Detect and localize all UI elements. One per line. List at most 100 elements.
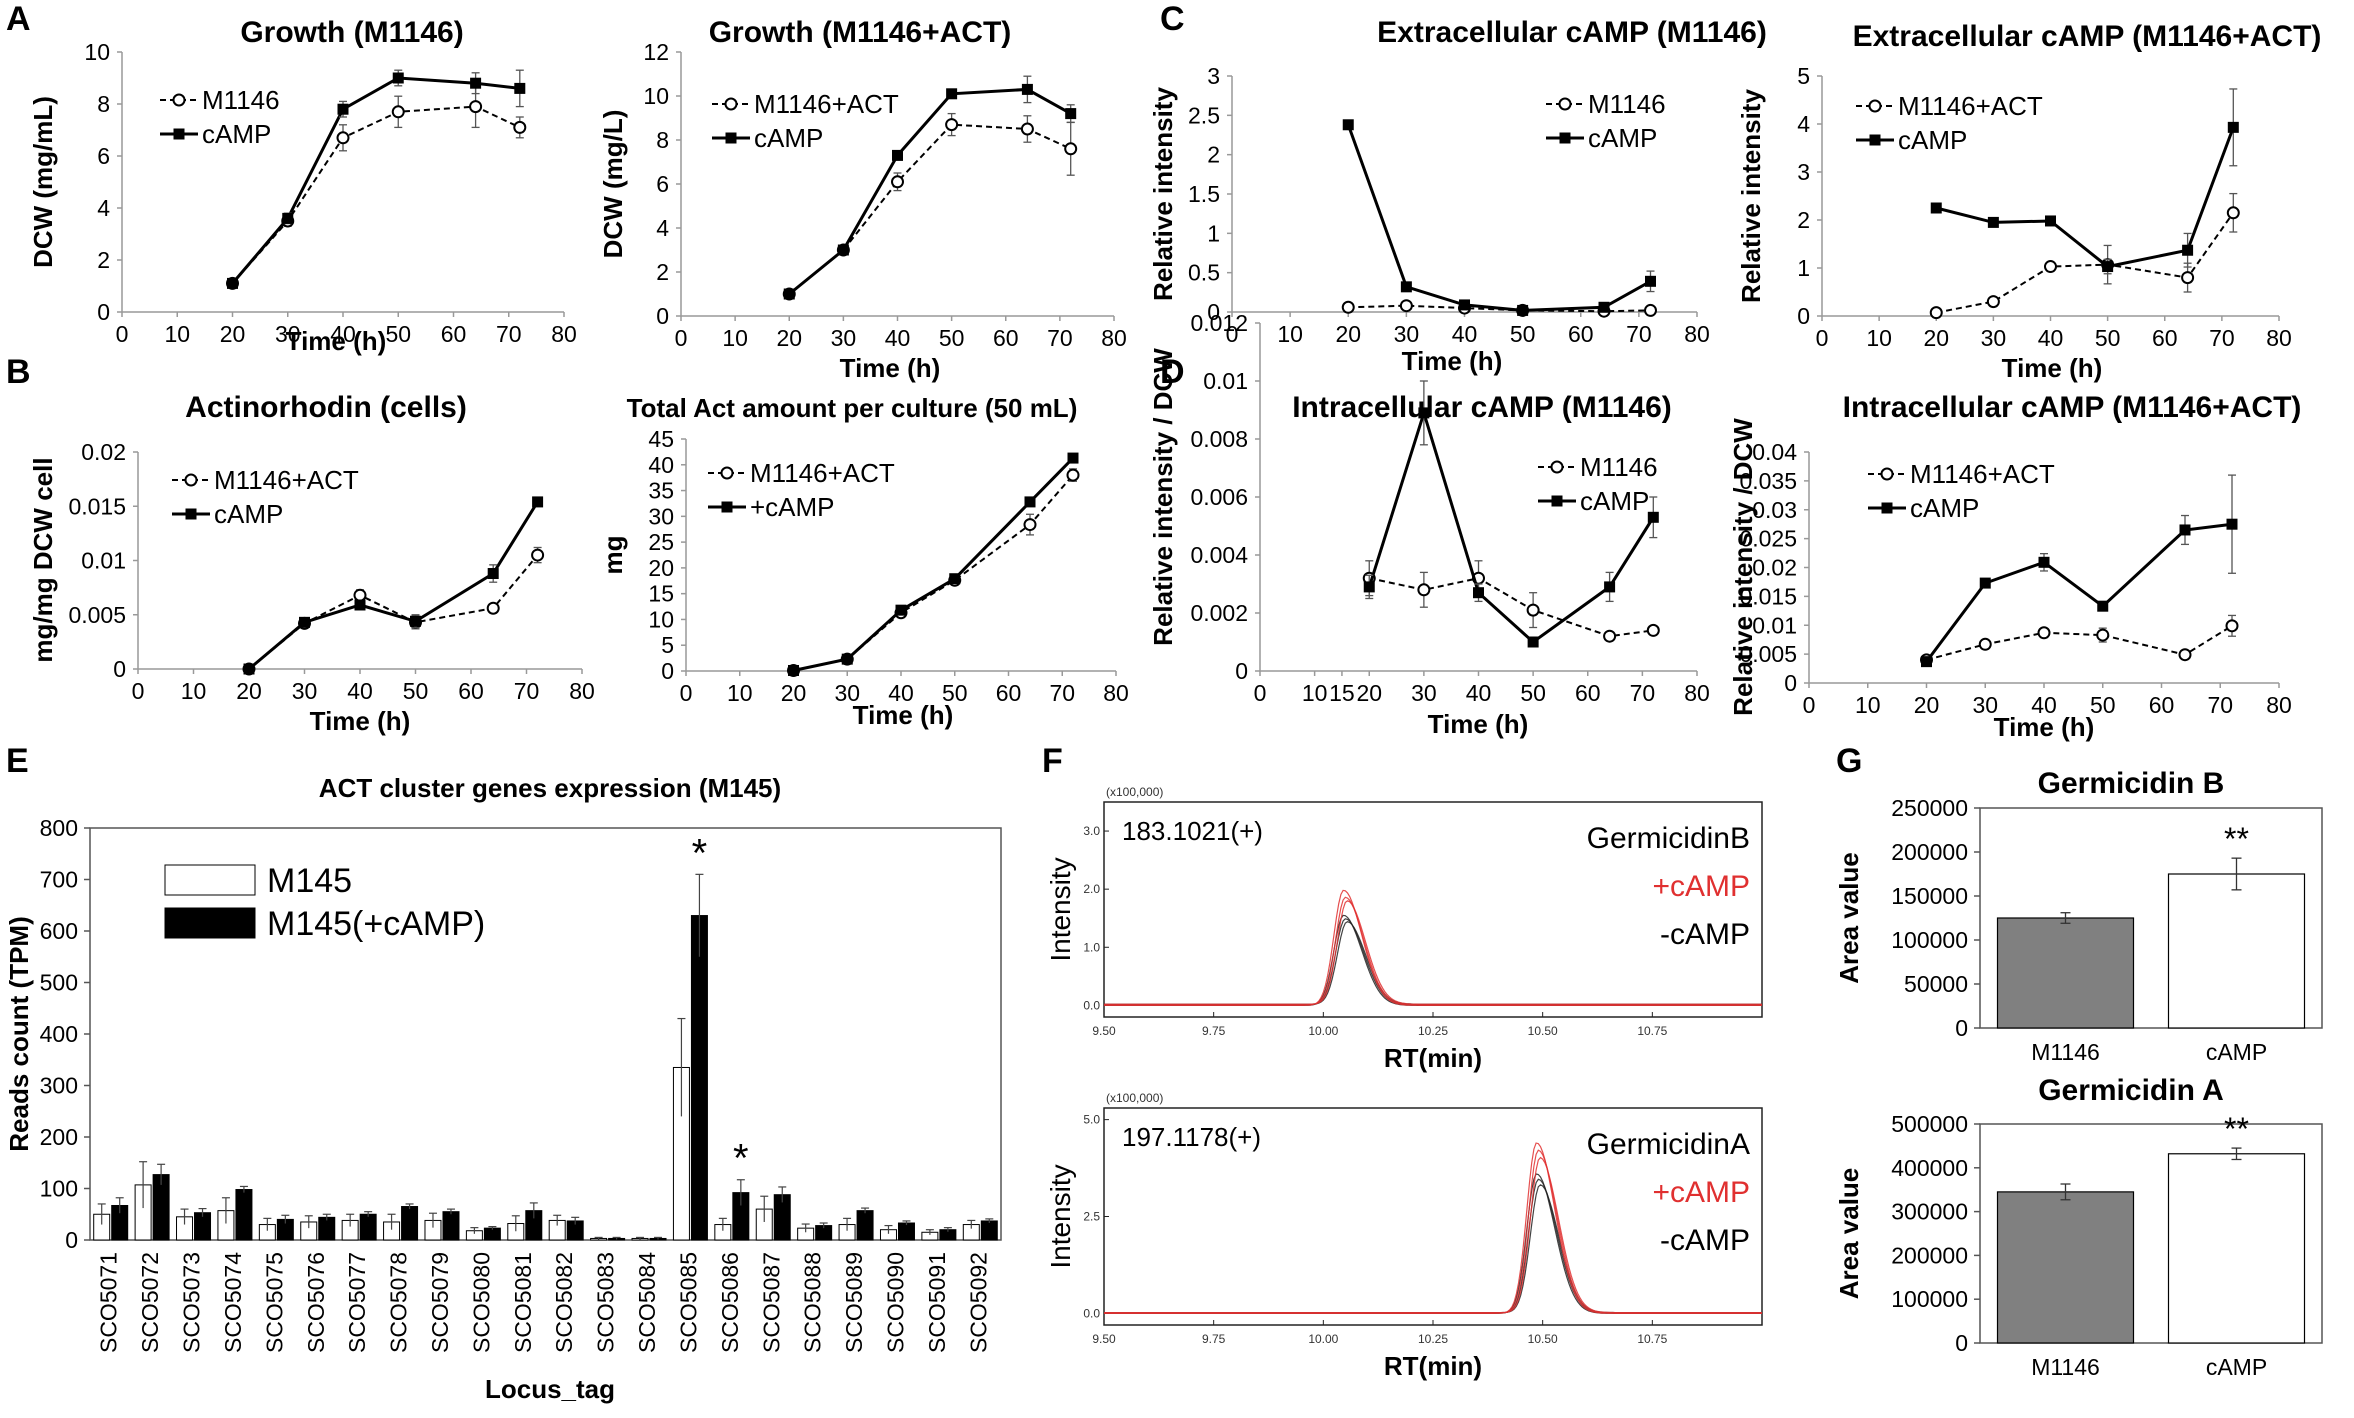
x-tick-label: SCO5085	[675, 1252, 701, 1353]
x-tick-label: 0	[675, 325, 688, 351]
x-axis-label: Time (h)	[310, 706, 411, 736]
legend-entry: cAMP	[1538, 486, 1649, 516]
y-tick-label: 500	[40, 970, 78, 996]
x-tick-label: 70	[1626, 321, 1652, 347]
x-tick-label: 50	[942, 680, 968, 706]
y-tick-label: 0.0	[1083, 1306, 1100, 1320]
x-tick-label: 20	[776, 325, 802, 351]
y-tick-label: 4	[1797, 111, 1810, 137]
y-tick-label: 8	[656, 127, 669, 153]
x-tick-label: 20	[1356, 680, 1382, 706]
legend-marker	[185, 508, 197, 520]
x-tick-label: cAMP	[2206, 1354, 2267, 1380]
x-tick-label: 50	[385, 321, 411, 347]
x-tick-label: 60	[993, 325, 1019, 351]
x-tick-label: 10	[164, 321, 190, 347]
bar	[318, 1216, 336, 1241]
legend-swatch	[164, 864, 256, 896]
panel-letter-e: E	[6, 742, 29, 780]
data-point-filled	[946, 88, 958, 100]
y-tick-label: 0	[1955, 1015, 1968, 1041]
panel-letter-c: C	[1160, 0, 1185, 38]
series-line	[1346, 124, 1652, 312]
legend-label: M1146	[202, 85, 280, 115]
x-tick-label: 60	[441, 321, 467, 347]
y-tick-label: 100000	[1891, 1286, 1968, 1312]
line-chart-b1: Actinorhodin (cells) 0 0.005 0.01 0.015 0.02 0…	[28, 391, 595, 736]
y-tick-label: 150000	[1891, 883, 1968, 909]
x-tick-label: SCO5072	[137, 1252, 163, 1353]
y-tick-label: 0	[1207, 299, 1220, 325]
x-tick-label: 40	[347, 678, 373, 704]
x-tick-label: 60	[1575, 680, 1601, 706]
compound-label: GermicidinA	[1587, 1128, 1750, 1161]
bar-chart-g2: Germicidin A 0 100000 200000 300000 400000 500…	[1834, 1074, 2323, 1380]
chart-title: Extracellular cAMP (M1146)	[1377, 16, 1767, 49]
series-camp	[227, 69, 526, 289]
x-tick-label: 10	[1302, 680, 1328, 706]
y-tick-label: 0	[661, 658, 674, 684]
y-tick-label: 800	[40, 815, 78, 841]
x-tick-label: SCO5086	[717, 1252, 743, 1353]
x-tick-label: 30	[1981, 325, 2007, 351]
data-point-open	[1986, 295, 2000, 309]
data-point-filled	[1473, 587, 1484, 599]
data-point-open	[531, 548, 545, 562]
legend-entry: cAMP	[712, 123, 823, 153]
data-point-filled	[788, 664, 799, 676]
data-point-filled	[1363, 581, 1375, 593]
data-point-filled	[1979, 577, 1991, 589]
data-point-filled	[299, 616, 310, 628]
x-tick-label: 10.00	[1308, 1024, 1338, 1038]
y-tick-label: 35	[648, 478, 674, 504]
y-tick-label: 2	[1207, 142, 1220, 168]
bar	[359, 1213, 377, 1241]
series-line	[1935, 126, 2235, 269]
y-tick-label: 0.012	[1190, 310, 1248, 336]
series-control	[1920, 614, 2239, 667]
bar	[2167, 1153, 2306, 1344]
y-tick-label: 4	[656, 215, 669, 241]
x-tick-label: 30	[292, 678, 318, 704]
x-tick-label: 80	[1103, 680, 1129, 706]
x-tick-label: SCO5092	[965, 1252, 991, 1353]
data-point-filled	[1418, 407, 1430, 419]
compound-label: GermicidinB	[1587, 822, 1750, 855]
x-tick-label: 10	[727, 680, 753, 706]
y-tick-label: 10	[648, 606, 674, 632]
y-tick-label: 1	[1797, 255, 1810, 281]
legend-label: M1146	[1588, 89, 1666, 119]
y-tick-label: 5	[661, 632, 674, 658]
condition-label-plus: +cAMP	[1652, 1176, 1750, 1209]
chromatogram-f1: (x100,000) 0.0 1.0 2.0 3.0 9.50 9.75 10.00 10.25…	[1045, 785, 1763, 1073]
x-tick-label: SCO5088	[800, 1252, 826, 1353]
series-camp	[243, 496, 544, 675]
y-tick-label: 0	[1235, 658, 1248, 684]
data-point-open	[353, 588, 367, 602]
x-tick-label: 10	[181, 678, 207, 704]
x-tick-label: 0	[1816, 325, 1829, 351]
chromatogram-trace	[1104, 900, 1762, 1005]
y-tick-label: 1.5	[1188, 181, 1220, 207]
x-tick-label: SCO5087	[758, 1252, 784, 1353]
x-tick-label: SCO5073	[179, 1252, 205, 1353]
x-tick-label: 20	[781, 680, 807, 706]
x-axis-label: Time (h)	[840, 353, 941, 383]
x-axis-label: Time (h)	[853, 700, 954, 730]
legend-label: cAMP	[214, 499, 283, 529]
data-point-filled	[1987, 216, 1999, 228]
series-control	[1362, 560, 1660, 643]
x-tick-label: 60	[458, 678, 484, 704]
y-tick-label: 0	[656, 303, 669, 329]
data-point-filled	[2226, 518, 2238, 530]
x-tick-label: SCO5089	[841, 1252, 867, 1353]
data-point-open	[2226, 206, 2240, 220]
series-line	[1348, 304, 1651, 313]
legend-label: M1146+ACT	[1898, 91, 2043, 121]
data-point-open	[1399, 299, 1413, 313]
data-point-open	[1526, 603, 1540, 617]
y-tick-label: 0.01	[1752, 612, 1797, 638]
x-tick-label: 20	[1914, 692, 1940, 718]
y-tick-label: 2.5	[1188, 102, 1220, 128]
y-tick-label: 10	[643, 83, 669, 109]
